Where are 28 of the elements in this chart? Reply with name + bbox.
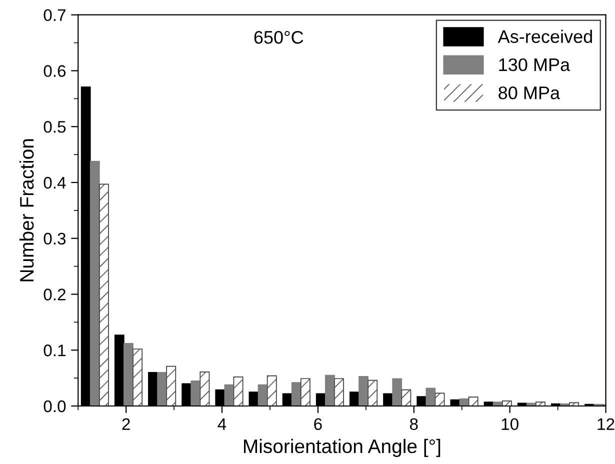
y-tick-label: 0.5 [44,121,66,133]
x-tick-label: 4 [218,418,226,430]
y-tick-label: 0.7 [44,9,66,22]
y-tick-label: 0.2 [44,288,66,300]
x-tick-label: 2 [122,418,130,430]
bar [426,388,436,406]
y-tick-label: 0.4 [44,176,66,189]
bar [358,376,368,406]
annotation: 650°C [254,30,304,44]
bar [324,374,335,406]
bar [90,160,100,406]
x-tick-label: 10 [502,418,518,430]
y-tick-label: 0.1 [44,344,66,356]
legend-label: 80 MPa [498,86,560,100]
x-tick-label: 12 [598,418,614,430]
x-tick-label: 6 [314,418,322,430]
bar [392,378,402,406]
y-tick-label: 0.6 [44,65,66,77]
legend-label: As-received [498,30,592,44]
bar [291,382,302,406]
bar [124,342,134,406]
bar [157,372,168,406]
legend-label: 130 MPa [499,58,570,72]
y-axis-title: Number Fraction [19,139,34,282]
x-tick-label: 8 [410,418,418,430]
y-tick-label: 0.3 [44,232,66,245]
x-axis-title: Misorientation Angle [°] [244,438,440,458]
y-tick-label: 0.0 [44,400,66,412]
